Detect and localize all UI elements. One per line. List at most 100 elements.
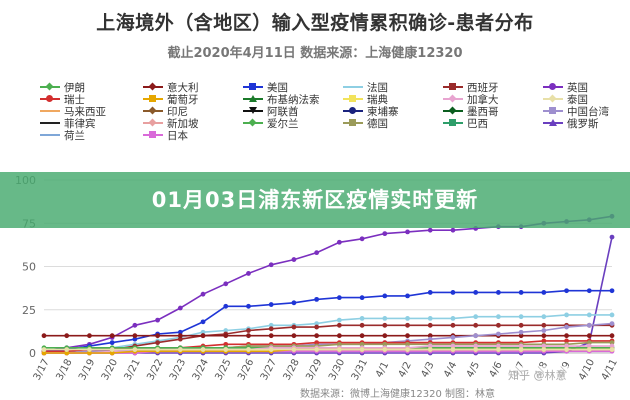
data-point [609,333,615,339]
data-point [177,333,183,339]
data-point [336,341,342,347]
legend-label: 英国 [567,81,588,94]
data-point [609,288,615,294]
data-point [268,322,274,328]
data-point [450,335,456,340]
data-point [496,331,501,337]
legend-marker-icon [543,82,563,92]
legend-label: 意大利 [167,81,199,94]
data-point [246,271,251,276]
x-tick-label: 4/1 [374,360,391,379]
legend-label: 荷兰 [64,129,85,142]
legend-item: 西班牙 [443,80,499,94]
data-point [518,322,524,328]
data-point [586,288,592,294]
data-point [427,347,433,352]
legend-item: 荷兰 [40,128,85,142]
data-point [586,333,592,339]
legend-item: 柬埔寨 [343,104,399,118]
legend-item: 美国 [243,80,288,94]
data-point [405,341,410,347]
data-point [336,333,342,339]
legend-item: 阿联酋 [243,104,299,118]
data-point [586,312,592,318]
legend-item: 瑞士 [40,92,85,106]
data-point [314,321,320,326]
data-point [246,333,251,339]
data-point [405,316,410,321]
legend-label: 葡萄牙 [167,93,199,106]
legend-item: 菲律宾 [40,116,96,130]
y-tick-label: 50 [22,261,36,274]
data-point [609,321,615,326]
data-point [177,305,183,311]
legend-item: 墨西哥 [443,104,499,118]
legend-marker-icon [443,118,463,128]
data-point [496,343,501,349]
legend-item: 加拿大 [443,92,499,106]
data-point [64,350,70,356]
chart-legend: 伊朗 意大利 美国 法国 西班牙 英国 瑞士 葡萄牙 布基纳法索 瑞典 加拿大 泰国 马来西亚 印尼 阿联酋… [40,80,620,170]
legend-marker-icon [243,106,263,116]
legend-marker-icon [143,118,163,128]
data-point [450,322,456,328]
data-point [609,340,615,346]
x-tick-label: 4/10 [577,357,597,382]
data-point [336,322,342,328]
legend-item: 布基纳法索 [243,92,320,106]
data-point [314,340,320,346]
legend-label: 中国台湾 [567,105,609,118]
data-point [200,319,206,325]
data-point [450,347,456,352]
data-point [314,296,320,302]
legend-label: 西班牙 [467,81,499,94]
legend-marker-icon [243,118,263,128]
news-banner[interactable]: 01月03日浦东新区疫情实时更新 [0,172,630,228]
watermark: 知乎 @林意 [504,366,571,384]
data-point [496,322,501,328]
legend-label: 爱尔兰 [267,117,299,130]
data-point [586,322,592,328]
data-point [518,347,524,352]
data-point [336,239,342,245]
data-point [132,347,138,352]
legend-marker-icon [40,130,60,140]
legend-label: 日本 [167,129,188,142]
data-point [200,291,206,297]
x-tick-label: 3/27 [259,357,279,382]
data-point [64,347,70,352]
data-point [87,347,92,352]
legend-item: 俄罗斯 [543,116,599,130]
x-tick-label: 3/29 [304,357,324,382]
data-point [473,343,479,349]
legend-marker-icon [543,94,563,104]
data-point [41,347,47,352]
data-point [336,317,342,323]
y-tick-label: 0 [29,347,36,360]
banner-headline[interactable]: 01月03日浦东新区疫情实时更新 [151,188,479,212]
data-point [586,340,592,346]
data-point [382,322,388,328]
legend-marker-icon [343,118,363,128]
data-point [314,333,320,339]
series-line [43,289,612,353]
x-tick-label: 3/24 [191,357,211,382]
legend-marker-icon [40,118,60,128]
legend-marker-icon [243,94,263,104]
data-point [382,347,388,352]
x-tick-label: 3/31 [350,357,370,382]
legend-item: 巴西 [443,116,488,130]
data-point [427,333,433,339]
data-point [177,347,183,352]
legend-marker-icon [343,94,363,104]
legend-label: 瑞士 [64,93,85,106]
legend-marker-icon [143,82,163,92]
data-point [155,333,161,339]
x-tick-label: 3/21 [123,357,143,382]
legend-label: 布基纳法索 [267,93,320,106]
data-point [359,322,365,328]
data-point [518,343,524,349]
data-point [427,316,433,321]
data-point [564,324,569,330]
legend-label: 俄罗斯 [567,117,599,130]
